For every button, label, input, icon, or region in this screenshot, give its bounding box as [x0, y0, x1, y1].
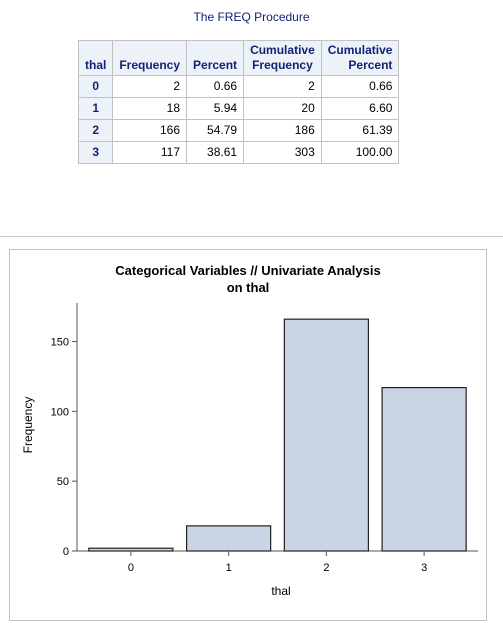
- chart-subtitle: on thal: [227, 280, 270, 295]
- cell-cumulative-percent: 100.00: [320, 141, 400, 164]
- table-row: 2 166 54.79 186 61.39: [77, 119, 400, 142]
- cell-percent: 38.61: [186, 141, 245, 164]
- x-tick-label: 0: [128, 562, 134, 574]
- cell-frequency: 117: [112, 141, 188, 164]
- cell-percent: 5.94: [186, 97, 245, 120]
- y-tick-label: 50: [57, 476, 69, 488]
- x-tick-label: 2: [323, 562, 329, 574]
- bar: [88, 547, 174, 552]
- table-row: 3 117 38.61 303 100.00: [77, 141, 400, 164]
- section-divider: [0, 236, 503, 237]
- header-frequency: Frequency: [112, 40, 188, 76]
- header-cumulative-frequency: Cumulative Frequency: [243, 40, 322, 76]
- cell-frequency: 2: [112, 75, 188, 98]
- cell-percent: 54.79: [186, 119, 245, 142]
- row-label: 3: [77, 141, 114, 164]
- plot-area: 0 50 100 150 0 1 2 3: [51, 303, 478, 574]
- cell-cumulative-frequency: 20: [243, 97, 322, 120]
- bar-chart-frame: Categorical Variables // Univariate Anal…: [9, 249, 487, 621]
- y-axis-label: Frequency: [21, 397, 35, 454]
- x-tick-label: 3: [421, 562, 427, 574]
- cell-frequency: 166: [112, 119, 188, 142]
- cell-cumulative-frequency: 303: [243, 141, 322, 164]
- row-label: 2: [77, 119, 114, 142]
- cell-frequency: 18: [112, 97, 188, 120]
- row-label: 1: [77, 97, 114, 120]
- table-row: 1 18 5.94 20 6.60: [77, 97, 400, 120]
- y-tick-label: 100: [51, 406, 69, 418]
- cell-cumulative-percent: 6.60: [320, 97, 400, 120]
- bar: [283, 318, 370, 552]
- bar: [381, 387, 467, 552]
- y-tick-label: 0: [63, 546, 69, 558]
- y-tick-label: 150: [51, 337, 69, 349]
- chart-title: Categorical Variables // Univariate Anal…: [115, 263, 380, 278]
- header-thal: thal: [77, 40, 114, 76]
- x-tick-label: 1: [226, 562, 232, 574]
- header-percent: Percent: [186, 40, 245, 76]
- cell-cumulative-frequency: 186: [243, 119, 322, 142]
- cell-percent: 0.66: [186, 75, 245, 98]
- bar-chart: Categorical Variables // Univariate Anal…: [21, 263, 478, 598]
- cell-cumulative-percent: 0.66: [320, 75, 400, 98]
- frequency-table: thal Frequency Percent Cumulative Frequen…: [77, 40, 400, 164]
- bar: [185, 525, 272, 552]
- table-header-row: thal Frequency Percent Cumulative Frequen…: [77, 40, 400, 76]
- header-cumulative-percent: Cumulative Percent: [320, 40, 400, 76]
- cell-cumulative-percent: 61.39: [320, 119, 400, 142]
- cell-cumulative-frequency: 2: [243, 75, 322, 98]
- table-row: 0 2 0.66 2 0.66: [77, 75, 400, 98]
- procedure-title: The FREQ Procedure: [193, 10, 310, 24]
- x-axis-label: thal: [271, 584, 290, 598]
- row-label: 0: [77, 75, 114, 98]
